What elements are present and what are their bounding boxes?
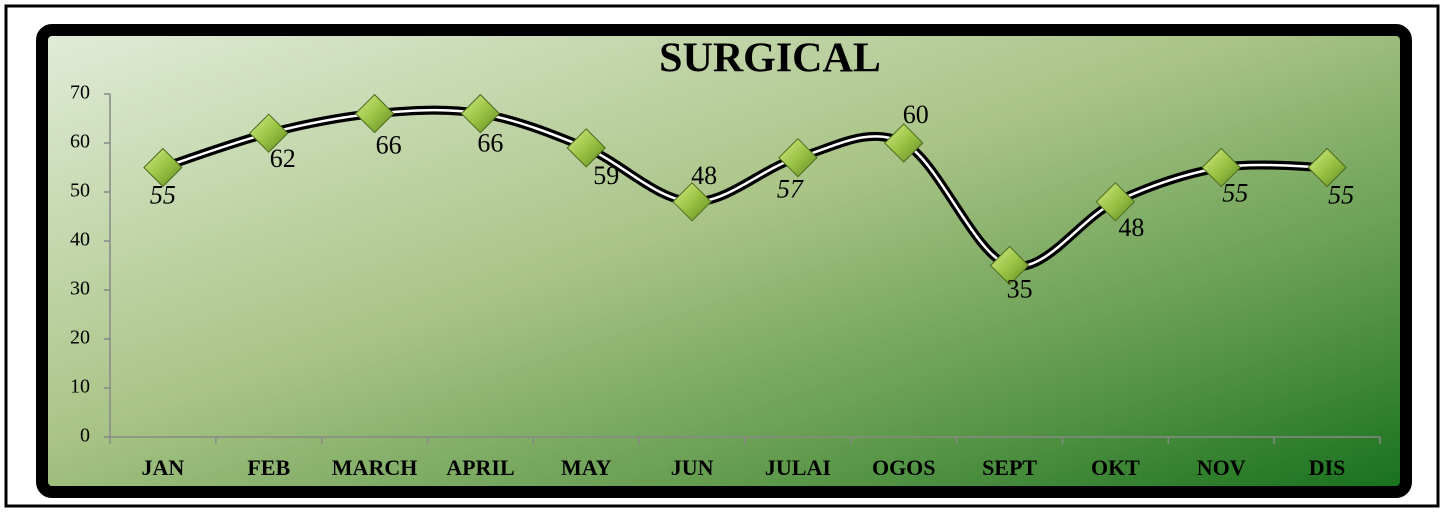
data-label: 55	[1328, 180, 1354, 209]
marker	[249, 113, 289, 153]
data-label: 48	[691, 161, 717, 190]
x-tick-label: JUN	[671, 455, 714, 480]
x-tick-label: MARCH	[332, 455, 418, 480]
y-tick-label: 70	[70, 82, 90, 104]
x-tick-label: JAN	[142, 455, 185, 480]
data-label: 55	[1222, 178, 1248, 207]
data-label: 59	[593, 161, 619, 190]
marker	[778, 137, 818, 178]
data-label: 55	[150, 180, 176, 209]
y-tick-label: 60	[70, 131, 90, 153]
data-label: 48	[1118, 213, 1144, 242]
x-tick-label: MAY	[561, 455, 612, 480]
x-tick-label: SEPT	[982, 455, 1037, 480]
marker	[143, 147, 183, 188]
y-tick-label: 10	[70, 376, 90, 398]
marker	[672, 182, 712, 222]
x-tick-label: JULAI	[765, 455, 831, 480]
chart-title: SURGICAL	[659, 36, 881, 82]
y-tick-label: 20	[70, 327, 90, 349]
y-tick-label: 0	[80, 425, 90, 447]
marker	[989, 245, 1030, 286]
x-tick-label: NOV	[1197, 455, 1246, 480]
data-label: 57	[777, 175, 804, 204]
x-tick-label: OKT	[1091, 455, 1140, 480]
y-tick-label: 30	[70, 278, 90, 300]
marker	[1201, 147, 1241, 188]
data-label: 35	[1007, 274, 1033, 303]
plot-frame	[36, 24, 1412, 498]
marker	[884, 123, 924, 163]
data-label: 66	[376, 131, 402, 160]
marker	[354, 93, 395, 134]
x-tick-label: DIS	[1309, 455, 1346, 480]
marker	[1095, 182, 1136, 222]
x-tick-label: OGOS	[872, 455, 936, 480]
marker	[460, 93, 501, 134]
marker	[1307, 147, 1347, 188]
data-label: 62	[270, 144, 296, 173]
x-tick-label: APRIL	[446, 455, 514, 480]
y-tick-label: 40	[70, 229, 90, 251]
y-tick-label: 50	[70, 180, 90, 202]
x-tick-label: FEB	[247, 455, 290, 480]
data-label: 66	[477, 129, 503, 158]
marker	[566, 128, 606, 168]
data-label: 60	[903, 100, 929, 129]
